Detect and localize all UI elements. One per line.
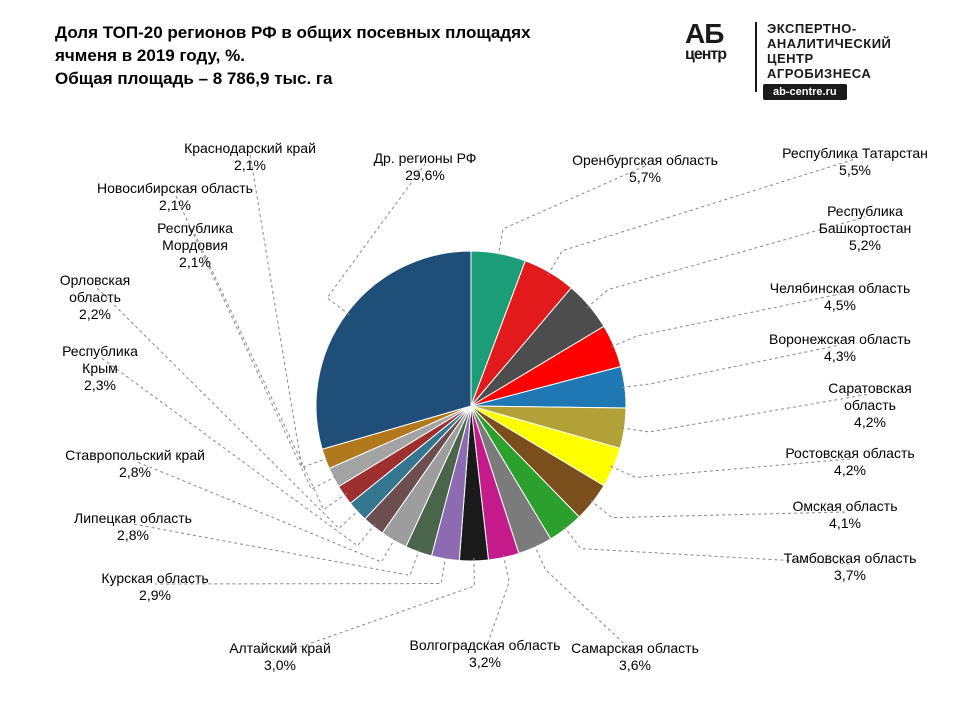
leader-line [564,526,850,564]
leader-line [548,159,855,275]
leader-line [610,459,850,477]
leader-line [621,394,870,432]
pie-svg [0,0,960,720]
leader-line [611,294,840,347]
pie-chart: Оренбургская область5,7%Республика Татар… [0,0,960,720]
leader-line [280,558,474,654]
leader-line [622,345,840,387]
leader-line [133,524,420,575]
leader-line [534,544,635,654]
leader-line [590,500,845,517]
leader-line [498,166,645,257]
leader-line [155,556,446,584]
leader-line [485,554,509,651]
leader-line [587,217,865,308]
